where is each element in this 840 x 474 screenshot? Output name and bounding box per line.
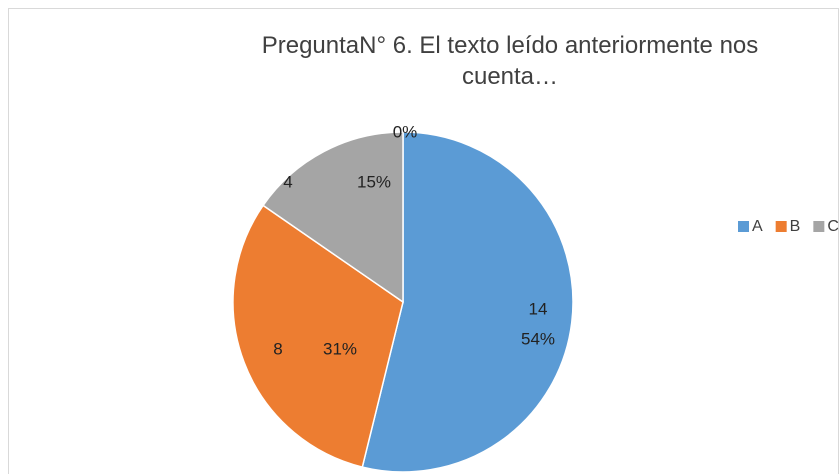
count-label: 4 bbox=[283, 172, 292, 191]
legend-swatch bbox=[738, 221, 749, 232]
count-label: 14 bbox=[529, 299, 548, 318]
pie-slice bbox=[232, 204, 404, 468]
pie-slice bbox=[262, 131, 404, 304]
percent-label: 15% bbox=[357, 172, 391, 191]
chart-title: PreguntaN° 6. El texto leído anteriormen… bbox=[262, 32, 759, 90]
legend-swatch bbox=[813, 221, 825, 232]
pie-slice bbox=[361, 131, 574, 473]
legend-swatch bbox=[775, 221, 787, 232]
percent-label: 54% bbox=[521, 329, 555, 348]
legend-label: C bbox=[827, 218, 839, 235]
percent-label: 0% bbox=[393, 122, 418, 141]
percent-label: 31% bbox=[323, 339, 357, 358]
legend-label: B bbox=[790, 218, 801, 235]
legend-label: A bbox=[752, 218, 763, 235]
count-label: 8 bbox=[273, 339, 282, 358]
